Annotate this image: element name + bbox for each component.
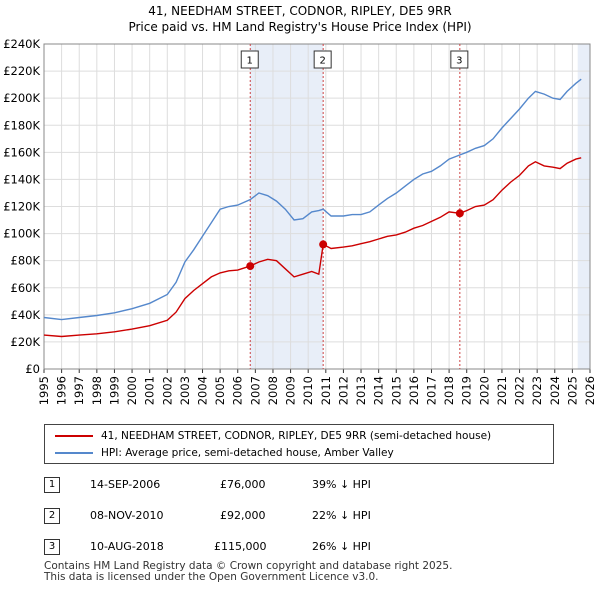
chart-subtitle: Price paid vs. HM Land Registry's House … <box>128 20 472 34</box>
x-tick-label: 2004 <box>196 376 210 405</box>
sale-date: 14-SEP-2006 <box>90 478 161 491</box>
chart-title: 41, NEEDHAM STREET, CODNOR, RIPLEY, DE5 … <box>148 4 452 18</box>
hpi-series-line <box>43 78 582 321</box>
footer: Contains HM Land Registry data © Crown c… <box>44 561 452 583</box>
x-tick-label: 2024 <box>548 376 562 405</box>
sale-hpi-diff: 26% ↓ HPI <box>312 540 371 553</box>
x-tick-label: 2010 <box>301 376 315 405</box>
property-series-line <box>43 157 582 338</box>
x-tick-label: 2019 <box>460 376 474 405</box>
x-tick-label: 2022 <box>513 376 527 405</box>
x-tick-label: 2008 <box>266 376 280 405</box>
x-tick-label: 1996 <box>55 376 69 405</box>
x-tick-label: 2020 <box>477 376 491 405</box>
sale-row: 3 10-AUG-2018 £115,000 26% ↓ HPI <box>44 536 564 558</box>
x-tick-label: 2009 <box>284 376 298 405</box>
x-tick-label: 2006 <box>231 376 245 405</box>
legend-label-hpi: HPI: Average price, semi-detached house,… <box>101 447 394 459</box>
x-tick-label: 2015 <box>389 376 403 405</box>
y-tick-label: £60K <box>11 281 41 295</box>
sale-row: 1 14-SEP-2006 £76,000 39% ↓ HPI <box>44 474 564 496</box>
x-tick-label: 2001 <box>143 376 157 405</box>
footer-copyright: Contains HM Land Registry data © Crown c… <box>44 560 453 572</box>
sale-hpi-diff: 22% ↓ HPI <box>312 509 371 522</box>
sale-number-badge: 3 <box>44 539 60 555</box>
y-tick-label: £180K <box>3 118 40 132</box>
x-tick-label: 1995 <box>37 376 51 405</box>
sale-marker <box>455 209 464 218</box>
legend-label-property: 41, NEEDHAM STREET, CODNOR, RIPLEY, DE5 … <box>101 430 492 442</box>
x-tick-label: 1999 <box>107 376 121 405</box>
plot-frame <box>43 43 591 370</box>
x-tick-label: 2016 <box>407 376 421 405</box>
y-tick-label: £0 <box>25 362 40 376</box>
sale-hpi-diff: 39% ↓ HPI <box>312 478 371 491</box>
event-label-box <box>240 50 259 69</box>
y-tick-label: £200K <box>3 91 40 105</box>
sale-price: £115,000 <box>214 540 267 553</box>
footer-licence: This data is licensed under the Open Gov… <box>44 571 379 583</box>
y-tick-label: £220K <box>3 64 40 78</box>
event-label: 2 <box>319 56 325 67</box>
event-label: 1 <box>247 56 253 67</box>
sale-marker <box>319 240 328 249</box>
event-label-box <box>450 50 469 69</box>
x-tick-label: 2012 <box>336 376 350 405</box>
x-tick-label: 1998 <box>90 376 104 405</box>
event-label-box <box>313 50 332 69</box>
x-tick-label: 2025 <box>565 376 579 405</box>
x-tick-label: 2000 <box>125 376 139 405</box>
x-tick-label: 2018 <box>442 376 456 405</box>
sale-number-badge: 1 <box>44 477 60 493</box>
sale-price: £92,000 <box>220 509 266 522</box>
y-tick-label: £80K <box>11 254 41 268</box>
sale-date: 10-AUG-2018 <box>90 540 164 553</box>
legend: 41, NEEDHAM STREET, CODNOR, RIPLEY, DE5 … <box>44 424 554 464</box>
x-tick-label: 2026 <box>583 376 597 405</box>
y-tick-label: £20K <box>11 335 41 349</box>
sale-price: £76,000 <box>220 478 266 491</box>
y-tick-label: £240K <box>3 37 40 51</box>
sale-number-badge: 2 <box>44 508 60 524</box>
x-tick-label: 2013 <box>354 376 368 405</box>
legend-swatch-hpi <box>55 452 93 454</box>
y-tick-label: £140K <box>3 172 40 186</box>
x-tick-label: 2002 <box>160 376 174 405</box>
x-tick-label: 2017 <box>424 376 438 405</box>
legend-swatch-property <box>55 435 93 437</box>
sale-marker <box>246 262 255 271</box>
x-tick-label: 2005 <box>213 376 227 405</box>
x-tick-label: 1997 <box>72 376 86 405</box>
x-tick-label: 2021 <box>495 376 509 405</box>
y-tick-label: £120K <box>3 200 40 214</box>
x-tick-label: 2003 <box>178 376 192 405</box>
x-tick-label: 2014 <box>372 376 386 405</box>
x-tick-label: 2023 <box>530 376 544 405</box>
sale-row: 2 08-NOV-2010 £92,000 22% ↓ HPI <box>44 505 564 527</box>
x-tick-label: 2007 <box>248 376 262 405</box>
y-tick-label: £160K <box>3 145 40 159</box>
y-tick-label: £40K <box>11 308 41 322</box>
price-chart: £0 £20K £40K £60K £80K £100K £120K £140K £160K £1… <box>3 37 597 405</box>
x-tick-label: 2011 <box>319 376 333 405</box>
y-tick-label: £100K <box>3 227 40 241</box>
sale-date: 08-NOV-2010 <box>90 509 164 522</box>
event-label: 3 <box>456 56 462 67</box>
